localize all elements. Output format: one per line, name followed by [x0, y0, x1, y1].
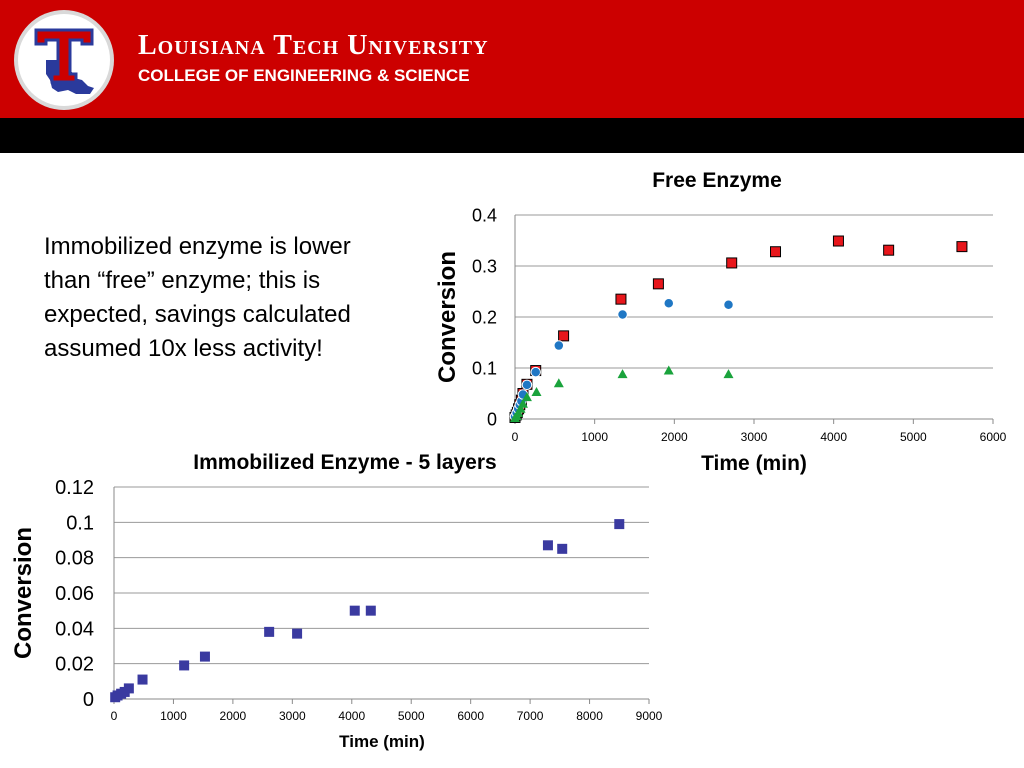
data-point-circle [723, 299, 734, 311]
data-point-square [615, 293, 627, 305]
logo-letter-t [34, 28, 94, 84]
data-point-triangle [617, 369, 628, 379]
data-point-triangle [515, 403, 526, 413]
data-point-circle [553, 340, 565, 351]
data-point-square [179, 660, 190, 671]
header-bar [0, 0, 1024, 118]
x-tick-label: 5000 [398, 709, 425, 723]
x-tick-label: 9000 [636, 709, 663, 723]
data-point-square [542, 540, 553, 551]
x-tick-label: 0 [512, 430, 519, 444]
data-point-triangle [723, 369, 734, 379]
data-point-square [726, 257, 738, 269]
university-name: Louisiana Tech University [138, 30, 489, 61]
y-tick-label: 0.12 [55, 477, 94, 499]
data-point-circle [663, 297, 675, 309]
college-name: COLLEGE OF ENGINEERING & SCIENCE [138, 66, 470, 85]
data-point-square [956, 241, 968, 253]
y-tick-label: 0.04 [55, 618, 94, 640]
x-axis-title: Time (min) [339, 732, 425, 751]
x-tick-label: 6000 [980, 430, 1007, 444]
data-point-square [652, 278, 664, 290]
chart-title: Immobilized Enzyme - 5 layers [193, 451, 496, 474]
data-point-square [264, 626, 275, 637]
x-tick-label: 0 [111, 709, 118, 723]
data-point-triangle [517, 398, 528, 408]
data-point-circle [617, 309, 628, 320]
y-axis-title: Conversion [434, 251, 461, 383]
x-tick-label: 7000 [517, 709, 544, 723]
data-point-square [365, 605, 376, 616]
y-tick-label: 0.08 [55, 548, 94, 570]
x-axis-title: Time (min) [701, 452, 807, 475]
data-point-square [614, 519, 625, 530]
data-point-square [349, 605, 360, 616]
y-tick-label: 0.1 [472, 358, 497, 378]
y-tick-label: 0 [487, 409, 497, 429]
y-tick-label: 0.4 [472, 205, 497, 225]
x-tick-label: 4000 [820, 430, 847, 444]
data-point-square [123, 683, 134, 694]
data-point-square [832, 235, 844, 247]
louisiana-tech-logo-icon [14, 10, 114, 110]
note-text: Immobilized enzyme is lower than “free” … [44, 233, 351, 362]
chart-title: Free Enzyme [652, 169, 782, 192]
x-tick-label: 2000 [220, 709, 247, 723]
data-point-square [292, 628, 303, 639]
x-tick-label: 6000 [457, 709, 484, 723]
y-tick-label: 0 [83, 689, 94, 711]
y-tick-label: 0.06 [55, 583, 94, 605]
data-point-square [770, 246, 782, 258]
x-tick-label: 1000 [581, 430, 608, 444]
data-point-square [883, 244, 895, 256]
x-tick-label: 3000 [741, 430, 768, 444]
y-tick-label: 0.1 [66, 512, 94, 534]
x-tick-label: 5000 [900, 430, 927, 444]
y-tick-label: 0.2 [472, 307, 497, 327]
data-point-triangle [663, 365, 674, 375]
data-point-circle [530, 366, 541, 378]
data-point-square [199, 651, 210, 662]
x-tick-label: 3000 [279, 709, 306, 723]
y-axis-title: Conversion [10, 527, 37, 659]
data-point-triangle [521, 392, 532, 402]
x-tick-label: 1000 [160, 709, 187, 723]
data-point-square [557, 543, 568, 554]
y-tick-label: 0.3 [472, 256, 497, 276]
y-tick-label: 0.02 [55, 654, 94, 676]
x-tick-label: 4000 [338, 709, 365, 723]
data-point-circle [521, 379, 533, 391]
header-divider-bar [0, 118, 1024, 153]
data-point-square [558, 330, 570, 342]
x-tick-label: 2000 [661, 430, 688, 444]
data-point-square [137, 674, 148, 685]
x-tick-label: 8000 [576, 709, 603, 723]
data-point-triangle [553, 378, 564, 388]
data-point-triangle [531, 386, 542, 396]
